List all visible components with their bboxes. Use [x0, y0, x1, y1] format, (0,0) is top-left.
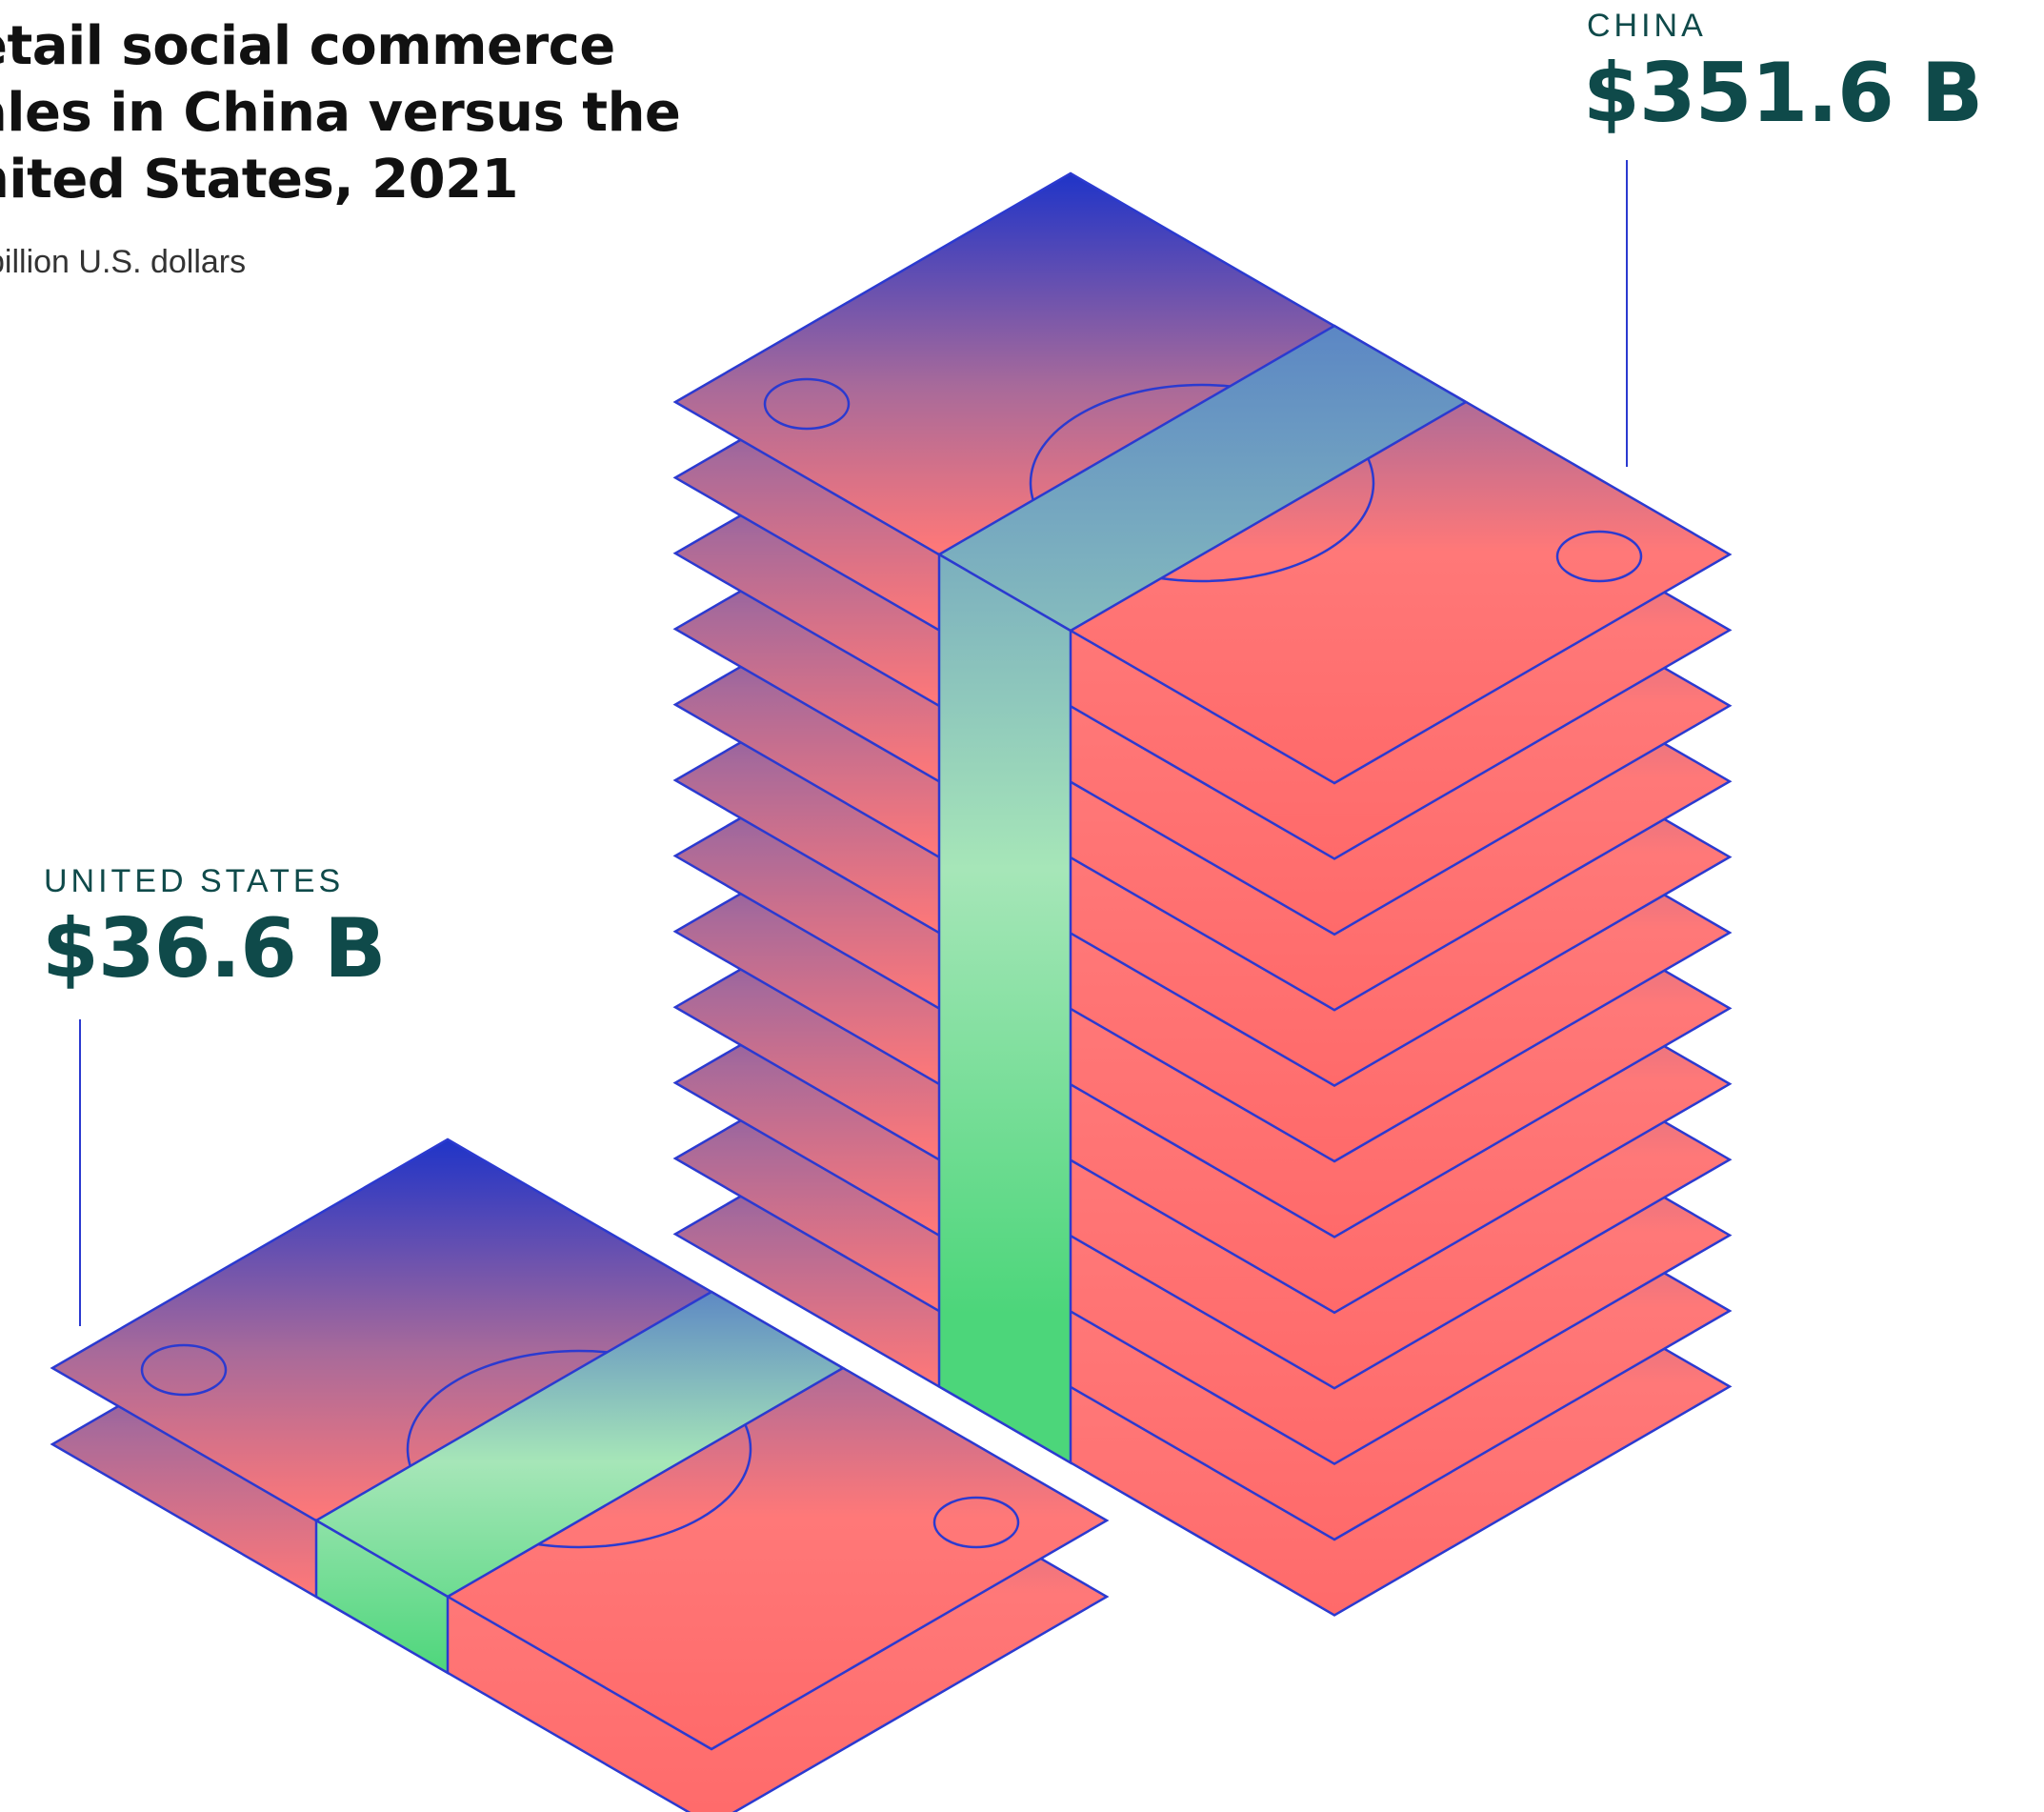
china-bill-corner-circle [1555, 530, 1643, 583]
title-line-3: nited States, 2021 [0, 149, 519, 211]
china-stack [672, 171, 1733, 1617]
us-label: UNITED STATES [44, 863, 345, 899]
china-band-side [937, 552, 1072, 1465]
us-bill-center-oval [406, 1349, 752, 1549]
us-stack [50, 1138, 1110, 1812]
chart-subtitle: billion U.S. dollars [0, 244, 247, 280]
us-band-side [314, 1518, 450, 1676]
china-amount: $351.6 B [1583, 46, 1983, 141]
china-bill-corner-circle [763, 377, 851, 431]
china-label: CHINA [1587, 8, 1707, 44]
title-line-1: etail social commerce [0, 15, 615, 77]
us-bill-corner-circle [140, 1343, 228, 1397]
china-bill-center-oval [1029, 383, 1375, 583]
us-amount: $36.6 B [42, 901, 387, 997]
us-bill-corner-circle [932, 1496, 1020, 1549]
title-line-2: ales in China versus the [0, 82, 681, 144]
chart-title: etail social commerce ales in China vers… [0, 13, 695, 213]
